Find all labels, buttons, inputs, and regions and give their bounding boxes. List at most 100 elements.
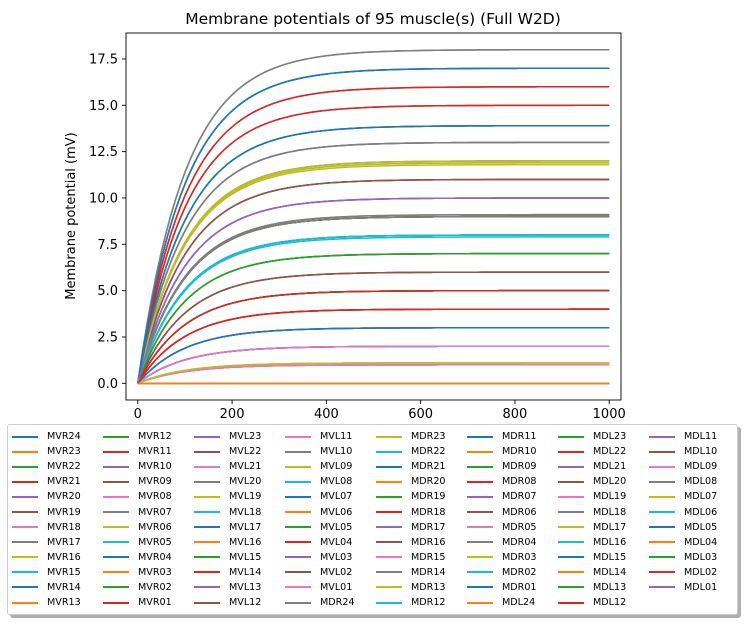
legend-label: MDL20 [593, 476, 627, 488]
legend-item: MDL08 [649, 474, 740, 489]
series-line-MDL06 [137, 234, 610, 384]
legend-swatch [376, 556, 402, 559]
legend-item: MDL13 [558, 580, 649, 595]
series-line-MDR14 [137, 48, 610, 384]
legend-swatch [194, 465, 220, 468]
legend-label: MDR07 [502, 491, 537, 503]
legend-label: MDL01 [684, 581, 718, 593]
legend-label: MVR02 [138, 581, 172, 593]
legend-label: MVL22 [229, 446, 262, 458]
legend-swatch [103, 435, 129, 438]
legend-item: MDL20 [558, 474, 649, 489]
legend-item: MVL21 [194, 459, 285, 474]
legend-item: MVL10 [285, 444, 376, 459]
series-line-MDR19 [137, 215, 610, 384]
series-line-MVL09 [137, 163, 610, 384]
legend-label: MDR02 [502, 566, 537, 578]
legend-label: MVL07 [320, 491, 353, 503]
legend-item: MDR10 [467, 444, 558, 459]
x-tick-label: 1000 [593, 407, 626, 422]
legend-label: MDL09 [684, 461, 718, 473]
legend-swatch [558, 465, 584, 468]
legend-label: MDR06 [502, 506, 537, 518]
legend-label: MVL09 [320, 461, 353, 473]
legend-item: MVL12 [194, 595, 285, 610]
legend-label: MDR16 [411, 536, 446, 548]
series-line-MDR03 [137, 362, 610, 385]
legend-item: MVR19 [12, 504, 103, 519]
legend-item: MDL03 [649, 550, 740, 565]
legend-label: MVL13 [229, 581, 262, 593]
legend-item: MDR13 [376, 580, 467, 595]
legend-swatch [285, 480, 311, 483]
legend-swatch [194, 495, 220, 498]
legend-item: MVL01 [285, 580, 376, 595]
legend-swatch [467, 480, 493, 483]
legend-item: MDR04 [467, 535, 558, 550]
legend-label: MDL04 [684, 536, 718, 548]
legend-item: MDR08 [467, 474, 558, 489]
legend-item: MVL16 [194, 535, 285, 550]
legend-item: MVR13 [12, 595, 103, 610]
series-line-MDL03 [137, 252, 610, 384]
legend-item: MDR02 [467, 565, 558, 580]
legend-label: MVL21 [229, 461, 262, 473]
legend-label: MDL13 [593, 581, 627, 593]
legend-item: MVL06 [285, 504, 376, 519]
series-line-MDL05 [137, 326, 610, 384]
legend-label: MDR20 [411, 476, 446, 488]
legend-swatch [558, 511, 584, 514]
legend-label: MDL02 [684, 566, 718, 578]
legend-swatch [103, 601, 129, 604]
legend-label: MDL08 [684, 476, 718, 488]
series-line-MVR11 [137, 104, 610, 384]
legend-item: MVR08 [103, 489, 194, 504]
y-tick-label: 0.0 [97, 377, 118, 392]
legend-swatch [12, 541, 38, 544]
legend-swatch [558, 601, 584, 604]
legend-label: MVR22 [47, 461, 81, 473]
legend-item: MVR09 [103, 474, 194, 489]
series-line-MDL02 [137, 289, 610, 384]
legend-label: MDL24 [502, 597, 536, 609]
legend-item: MVL02 [285, 565, 376, 580]
y-tick-label: 2.5 [97, 330, 118, 345]
legend-item: MDR03 [467, 550, 558, 565]
series-line-MDL10 [137, 215, 610, 384]
legend-swatch [103, 480, 129, 483]
legend-label: MVR07 [138, 506, 172, 518]
legend-item: MVL15 [194, 550, 285, 565]
legend-swatch [467, 541, 493, 544]
legend-swatch [649, 586, 675, 589]
legend-item: MDL07 [649, 489, 740, 504]
legend-swatch [285, 556, 311, 559]
legend-label: MVR12 [138, 431, 172, 443]
legend-swatch [194, 556, 220, 559]
legend-label: MVR17 [47, 536, 81, 548]
legend-swatch [376, 480, 402, 483]
legend-item: MVR18 [12, 520, 103, 535]
legend-swatch [103, 526, 129, 529]
legend-item: MVL05 [285, 520, 376, 535]
legend-label: MVL17 [229, 521, 262, 533]
legend-swatch [194, 450, 220, 453]
legend: MVR24 MVR23 MVR22 MVR21 MVR20 MVR19 MVR18 MVR17… [7, 424, 738, 615]
legend-label: MDR13 [411, 581, 446, 593]
y-tick-label: 12.5 [89, 145, 118, 160]
legend-item: MVL13 [194, 580, 285, 595]
legend-item: MVR24 [12, 429, 103, 444]
plot-frame [125, 32, 622, 401]
series-line-MDL17 [137, 162, 610, 384]
legend-swatch [649, 465, 675, 468]
legend-swatch [649, 435, 675, 438]
legend-label: MVL16 [229, 536, 262, 548]
legend-swatch [285, 511, 311, 514]
legend-swatch [103, 571, 129, 574]
x-tick-label: 400 [314, 407, 339, 422]
legend-swatch [558, 526, 584, 529]
legend-item: MVL04 [285, 535, 376, 550]
legend-label: MDR09 [502, 461, 537, 473]
legend-item: MVL03 [285, 550, 376, 565]
legend-swatch [285, 526, 311, 529]
legend-label: MDL11 [684, 431, 718, 443]
